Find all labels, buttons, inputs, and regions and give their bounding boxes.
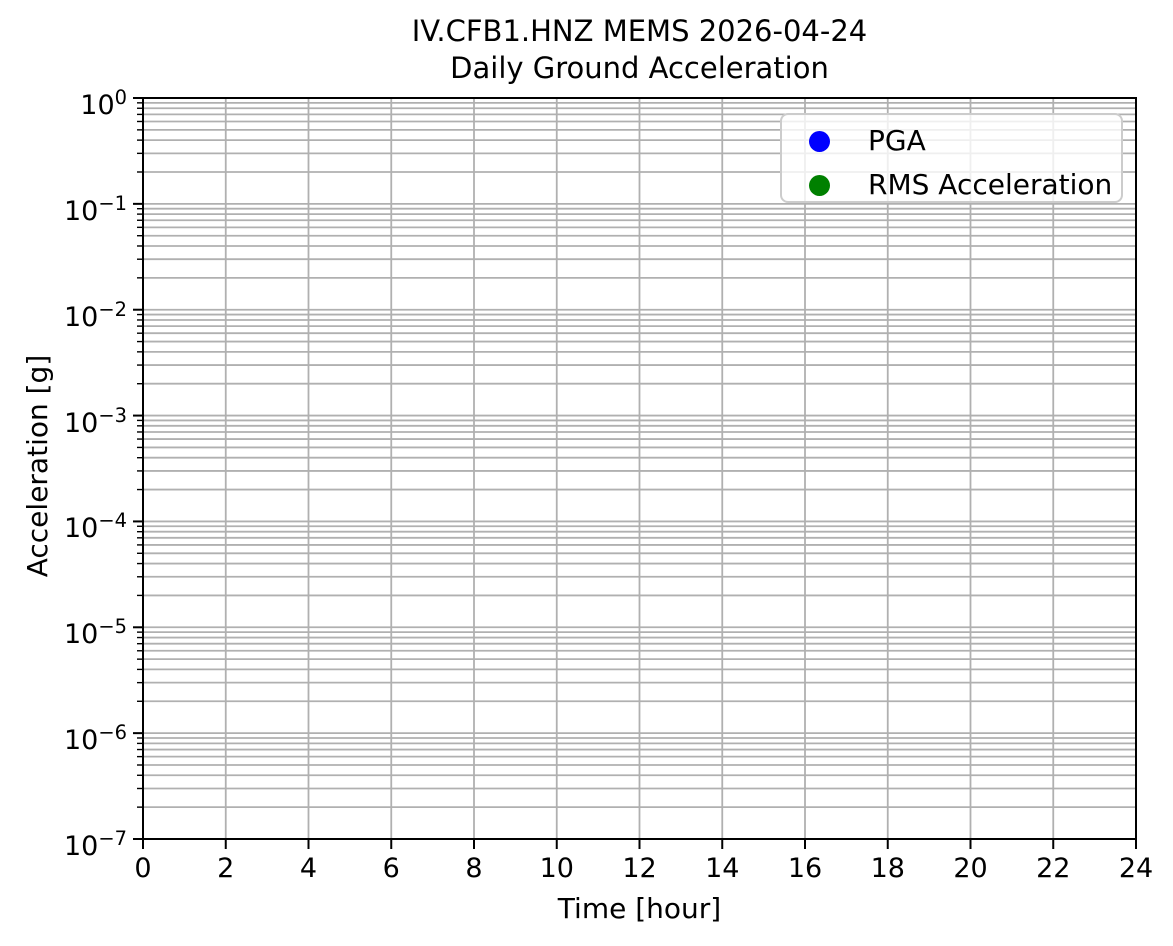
x-tick-label: 24 [1118,853,1154,884]
x-tick-label: 0 [134,853,152,884]
pga-marker-icon [809,131,830,152]
y-axis-label: Acceleration [g] [21,354,54,578]
x-tick-label: 8 [465,853,483,884]
x-axis-label: Time [hour] [557,892,722,925]
x-tick-label: 4 [299,853,318,884]
y-tick-label: 100 [80,86,127,121]
chart-title-line1: IV.CFB1.HNZ MEMS 2026-04-24 [411,14,868,48]
x-tick-label: 2 [217,853,235,884]
x-tick-label: 22 [1036,853,1071,884]
y-tick-label: 10−3 [63,403,127,439]
chart-title: IV.CFB1.HNZ MEMS 2026-04-24 Daily Ground… [143,13,1136,87]
chart-title-line2: Daily Ground Acceleration [450,51,829,85]
y-tick-label: 10−4 [63,509,127,545]
legend-label-rms: RMS Acceleration [868,168,1113,201]
x-tick-label: 16 [787,853,823,884]
x-tick-label: 18 [870,853,905,884]
gridlines [142,97,1137,840]
legend: PGA RMS Acceleration [780,113,1123,203]
y-tick-label: 10−6 [63,721,127,757]
x-tick-label: 20 [953,853,988,884]
x-tick-label: 12 [622,853,657,884]
y-tick-label: 10−2 [63,297,127,333]
axis-ticks [133,97,1137,849]
rms-acceleration-marker-icon [809,175,830,196]
x-tick-label: 10 [539,853,574,884]
y-tick-label: 10−7 [63,827,127,862]
x-tick-label: 14 [705,853,740,884]
y-tick-label: 10−1 [63,191,127,227]
legend-label-pga: PGA [868,124,926,157]
y-tick-label: 10−5 [63,615,127,651]
plot-spines [142,97,1137,840]
x-tick-label: 6 [382,853,400,884]
